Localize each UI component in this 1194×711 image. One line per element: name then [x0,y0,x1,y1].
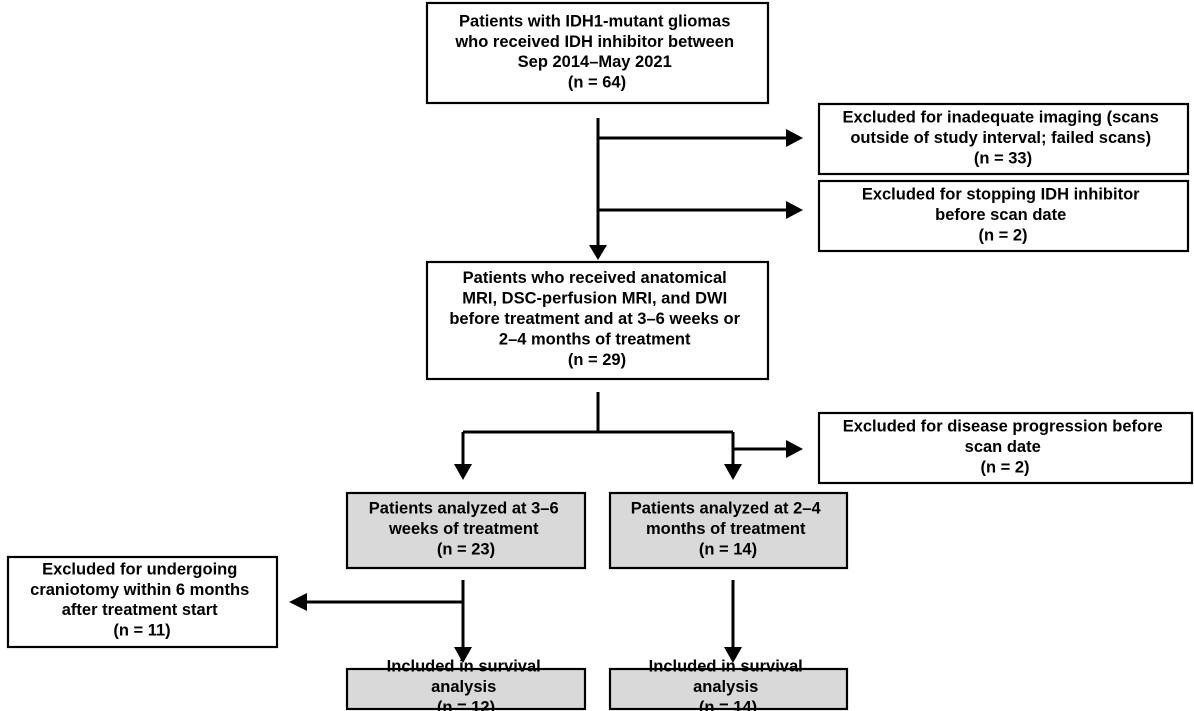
box-excluded-craniotomy-frame [6,555,279,649]
box-survival-left: Included in survival analysis (n = 12) [345,658,587,711]
arrowhead-to-excluded-craniotomy [289,593,307,611]
box-analyzed-2-4-months-frame [608,491,849,570]
box-survival-right-line-2: analysis [693,678,758,696]
arrowhead-to-survival-left [454,647,472,663]
box-received-mri-line-3: before treatment and at 3–6 weeks or [449,310,740,328]
box-excluded-progression-frame [817,411,1194,485]
box-excluded-progression-line-3: (n = 2) [980,459,1029,477]
box-excluded-imaging-frame [817,102,1190,176]
box-analyzed-3-6-weeks-line-2: weeks of treatment [388,520,539,538]
box-analyzed-3-6-weeks-frame [345,491,587,570]
box-excluded-progression-line-1: Excluded for disease progression before [843,418,1163,436]
box-received-mri-line-4: 2–4 months of treatment [499,331,691,349]
box-excluded-imaging-text: Excluded for inadequate imaging (scans o… [843,109,1164,168]
box-analyzed-2-4-months-line-2: months of treatment [646,520,806,538]
box-received-mri-frame [425,260,770,381]
box-excluded-imaging: Excluded for inadequate imaging (scans o… [817,102,1190,176]
arrowhead-to-2-4-months [724,464,742,480]
box-survival-left-line-2: analysis [431,678,496,696]
box-excluded-craniotomy-line-3: after treatment start [62,602,218,620]
arrowhead-to-received-mri [589,245,607,260]
box-survival-right-text: Included in survival analysis (n = 14) [649,658,808,711]
box-survival-left-line-1: Included in survival [387,658,541,676]
box-excluded-craniotomy-line-4: (n = 11) [113,622,170,640]
box-excluded-stopping-frame [817,179,1190,253]
box-survival-right-frame [608,667,849,711]
box-received-mri-line-5: (n = 29) [568,351,626,369]
box-analyzed-3-6-weeks-line-1: Patients analyzed at 3–6 [369,500,559,518]
box-excluded-imaging-line-1: Excluded for inadequate imaging (scans [843,109,1159,127]
box-eligible-line-2: who received IDH inhibitor between [454,33,734,51]
arrowhead-to-excluded-progression [786,440,803,458]
box-analyzed-2-4-months-line-1: Patients analyzed at 2–4 [631,500,822,518]
box-analyzed-3-6-weeks-text: Patients analyzed at 3–6 weeks of treatm… [369,500,563,559]
box-excluded-stopping-text: Excluded for stopping IDH inhibitor befo… [862,186,1144,245]
box-excluded-imaging-line-2: outside of study interval; failed scans) [850,129,1151,147]
box-eligible-text: Patients with IDH1-mutant gliomas who re… [454,13,738,92]
box-survival-left-text: Included in survival analysis (n = 12) [387,658,546,711]
box-eligible-line-1: Patients with IDH1-mutant gliomas [459,13,730,31]
box-excluded-progression: Excluded for disease progression before … [817,411,1194,485]
box-eligible-frame [425,1,770,105]
box-analyzed-2-4-months-text: Patients analyzed at 2–4 months of treat… [631,500,825,559]
box-survival-right-line-3: (n = 14) [699,699,757,711]
box-survival-left-frame [345,667,587,711]
box-survival-right: Included in survival analysis (n = 14) [608,658,849,711]
arrowhead-to-3-6-weeks [454,464,472,480]
box-excluded-stopping-line-1: Excluded for stopping IDH inhibitor [862,186,1140,204]
arrowhead-to-survival-right [724,647,742,663]
box-excluded-craniotomy-line-1: Excluded for undergoing [42,561,237,579]
box-analyzed-2-4-months-line-3: (n = 14) [699,541,757,559]
box-received-mri-text: Patients who received anatomical MRI, DS… [449,270,744,370]
box-received-mri: Patients who received anatomical MRI, DS… [425,260,770,381]
box-excluded-stopping-line-3: (n = 2) [978,227,1027,245]
arrowhead-to-excluded-stopping [786,201,803,219]
box-received-mri-line-1: Patients who received anatomical [463,270,727,288]
box-survival-right-line-1: Included in survival [649,658,803,676]
connectors [289,118,803,663]
box-excluded-stopping-line-2: before scan date [935,206,1066,224]
box-eligible-line-4: (n = 64) [568,74,626,92]
box-excluded-craniotomy-text: Excluded for undergoing craniotomy withi… [30,561,254,640]
box-analyzed-3-6-weeks-line-3: (n = 23) [437,541,495,559]
box-excluded-imaging-line-3: (n = 33) [974,150,1032,168]
box-analyzed-3-6-weeks: Patients analyzed at 3–6 weeks of treatm… [345,491,587,570]
box-received-mri-line-2: MRI, DSC-perfusion MRI, and DWI [462,290,727,308]
box-excluded-craniotomy-line-2: craniotomy within 6 months [30,581,249,599]
box-eligible-line-3: Sep 2014–May 2021 [518,54,672,72]
box-survival-left-line-3: (n = 12) [437,699,495,711]
box-excluded-stopping: Excluded for stopping IDH inhibitor befo… [817,179,1190,253]
box-excluded-craniotomy: Excluded for undergoing craniotomy withi… [6,555,279,649]
arrowhead-to-excluded-imaging [786,129,803,147]
box-eligible: Patients with IDH1-mutant gliomas who re… [425,1,770,105]
box-analyzed-2-4-months: Patients analyzed at 2–4 months of treat… [608,491,849,570]
box-excluded-progression-line-2: scan date [965,438,1041,456]
box-excluded-progression-text: Excluded for disease progression before … [843,418,1168,477]
